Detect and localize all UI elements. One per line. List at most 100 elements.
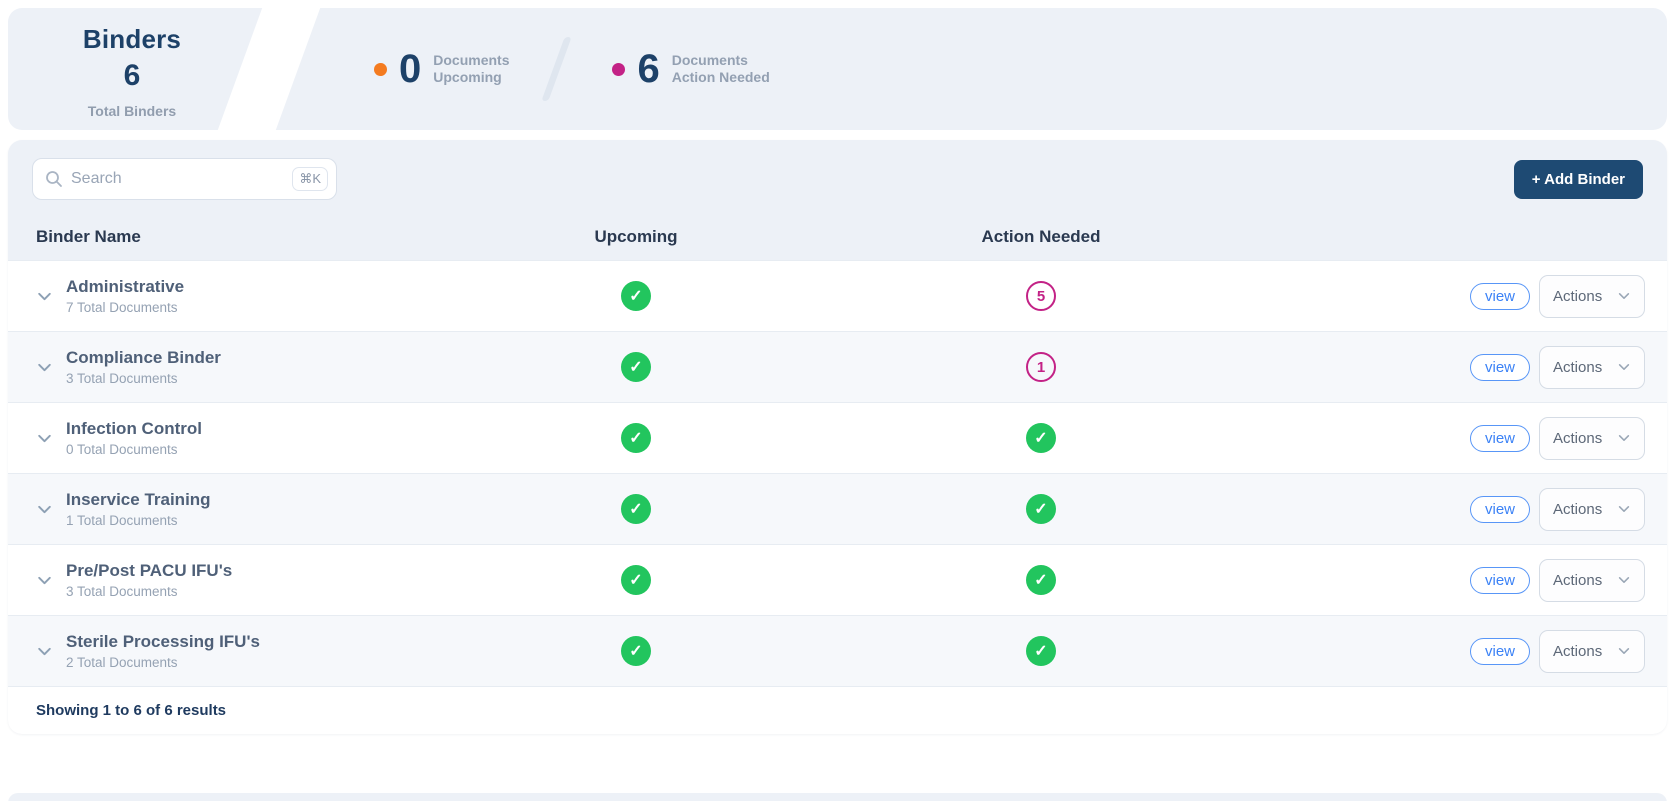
binder-name: Compliance Binder [66,348,221,367]
upcoming-label: Documents Upcoming [433,52,509,86]
actions-dropdown-label: Actions [1553,500,1603,518]
binder-name: Inservice Training [66,490,211,509]
chevron-down-icon [36,572,53,589]
actions-dropdown[interactable]: Actions [1539,274,1645,318]
binder-doc-count: 2 Total Documents [66,655,178,670]
column-header-upcoming: Upcoming [594,227,678,246]
upcoming-status-cell: ✓ [494,565,778,595]
chevron-down-icon [1617,644,1631,658]
binder-name-stack: Sterile Processing IFU's 2 Total Documen… [66,632,260,670]
upcoming-status-cell: ✓ [494,281,778,311]
binder-name-stack: Inservice Training 1 Total Documents [66,490,211,528]
expand-row-button[interactable] [36,643,53,660]
binders-page: Binders 6 Total Binders 0 Documents Upco… [8,8,1667,734]
chevron-down-icon [36,643,53,660]
actions-dropdown[interactable]: Actions [1539,629,1645,673]
binder-doc-count: 3 Total Documents [66,584,178,599]
binder-name-cell: Compliance Binder 3 Total Documents [8,336,494,398]
binder-name: Infection Control [66,419,202,438]
binders-panel: ⌘K + Add Binder Binder Name Upcoming Act… [8,140,1667,734]
actions-dropdown-label: Actions [1553,287,1603,305]
view-button[interactable]: view [1469,282,1530,310]
check-circle-icon: ✓ [1026,636,1056,666]
results-summary: Showing 1 to 6 of 6 results [8,686,1667,734]
binder-name-cell: Administrative 7 Total Documents [8,265,494,327]
chevron-down-icon [1617,502,1631,516]
view-button[interactable]: view [1469,637,1530,665]
action-needed-status-cell: ✓ [778,494,1304,524]
check-circle-icon: ✓ [1026,494,1056,524]
binder-name-cell: Sterile Processing IFU's 2 Total Documen… [8,620,494,682]
binder-doc-count: 3 Total Documents [66,371,178,386]
chevron-down-icon [36,288,53,305]
view-button[interactable]: view [1469,424,1530,452]
action-needed-status-cell: ✓ [778,565,1304,595]
check-circle-icon: ✓ [621,636,651,666]
row-actions-cell: view Actions [1304,629,1667,673]
add-binder-button[interactable]: + Add Binder [1513,159,1643,199]
check-circle-icon: ✓ [621,281,651,311]
next-card-peek [8,793,1667,801]
expand-row-button[interactable] [36,359,53,376]
row-actions-cell: view Actions [1304,416,1667,460]
table-row: Inservice Training 1 Total Documents ✓ ✓… [8,473,1667,544]
table-row: Sterile Processing IFU's 2 Total Documen… [8,615,1667,686]
stat-documents-upcoming: 0 Documents Upcoming [374,49,509,89]
binder-name-stack: Infection Control 0 Total Documents [66,419,202,457]
binder-doc-count: 1 Total Documents [66,513,178,528]
expand-row-button[interactable] [36,572,53,589]
actions-dropdown-label: Actions [1553,642,1603,660]
column-header-action-needed: Action Needed [981,227,1101,246]
search-input[interactable] [71,170,285,188]
total-binders-label: Total Binders [87,102,177,119]
chevron-down-icon [1617,431,1631,445]
search-icon [45,170,63,188]
row-actions-cell: view Actions [1304,558,1667,602]
stat-documents-action-needed: 6 Documents Action Needed [612,49,770,89]
binder-name-stack: Compliance Binder 3 Total Documents [66,348,221,386]
actions-dropdown[interactable]: Actions [1539,487,1645,531]
view-button[interactable]: view [1469,353,1530,381]
binder-name: Pre/Post PACU IFU's [66,561,233,580]
actions-dropdown[interactable]: Actions [1539,345,1645,389]
upcoming-status-cell: ✓ [494,636,778,666]
action-needed-label-line1: Documents [671,52,748,69]
binder-name-cell: Infection Control 0 Total Documents [8,407,494,469]
check-circle-icon: ✓ [621,423,651,453]
binder-name-cell: Pre/Post PACU IFU's 3 Total Documents [8,549,494,611]
upcoming-status-cell: ✓ [494,352,778,382]
action-needed-status-cell: 1 [778,352,1304,382]
search-shortcut-hint: ⌘K [292,167,328,191]
chevron-down-icon [1617,360,1631,374]
upcoming-status-cell: ✓ [494,423,778,453]
binder-name-cell: Inservice Training 1 Total Documents [8,478,494,540]
binder-doc-count: 7 Total Documents [66,300,178,315]
upcoming-status-cell: ✓ [494,494,778,524]
chevron-down-icon [36,501,53,518]
action-needed-label-line2: Action Needed [671,69,770,85]
upcoming-dot-icon [374,62,387,76]
check-circle-icon: ✓ [1026,423,1056,453]
table-body: Administrative 7 Total Documents ✓ 5 vie… [8,260,1667,686]
chevron-down-icon [1617,289,1631,303]
actions-dropdown[interactable]: Actions [1539,416,1645,460]
actions-dropdown[interactable]: Actions [1539,558,1645,602]
total-binders-count: 6 [123,58,141,92]
view-button[interactable]: view [1469,566,1530,594]
summary-left: Binders 6 Total Binders [8,20,256,119]
expand-row-button[interactable] [36,430,53,447]
chevron-down-icon [36,359,53,376]
row-actions-cell: view Actions [1304,345,1667,389]
expand-row-button[interactable] [36,288,53,305]
upcoming-count: 0 [399,47,422,91]
chevron-down-icon [1617,573,1631,587]
action-needed-status-cell: ✓ [778,423,1304,453]
check-circle-icon: ✓ [621,565,651,595]
column-header-binder-name: Binder Name [36,227,141,246]
actions-dropdown-label: Actions [1553,571,1603,589]
expand-row-button[interactable] [36,501,53,518]
view-button[interactable]: view [1469,495,1530,523]
action-needed-count-badge: 5 [1026,281,1056,311]
row-actions-cell: view Actions [1304,274,1667,318]
search-box[interactable]: ⌘K [32,158,337,200]
